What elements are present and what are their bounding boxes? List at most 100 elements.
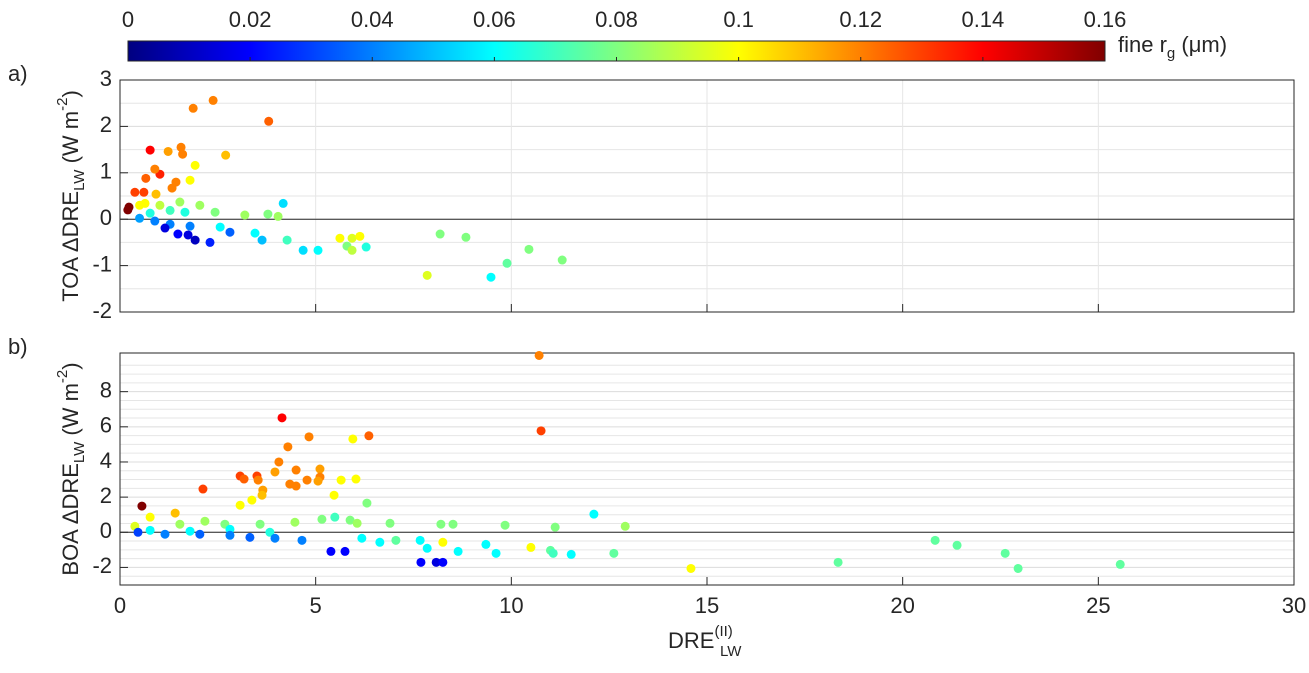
scatter-point bbox=[335, 233, 345, 243]
scatter-point bbox=[221, 150, 231, 160]
y-axis-label: BOA ΔDRELW (W m-2) bbox=[54, 362, 88, 575]
scatter-point bbox=[175, 197, 185, 207]
scatter-point bbox=[245, 532, 255, 542]
scatter-point bbox=[160, 223, 170, 233]
plot-frame bbox=[119, 352, 1295, 586]
scatter-point bbox=[302, 475, 312, 485]
label-unit: (W m bbox=[58, 383, 83, 442]
scatter-point bbox=[431, 557, 441, 567]
scatter-point bbox=[163, 146, 173, 156]
scatter-point bbox=[315, 464, 325, 474]
y-tick-label: -1 bbox=[92, 251, 112, 276]
scatter-point bbox=[205, 237, 215, 247]
scatter-point bbox=[135, 213, 145, 223]
scatter-point bbox=[270, 467, 280, 477]
scatter-point bbox=[415, 535, 425, 545]
scatter-point bbox=[145, 512, 155, 522]
x-tick-label: 15 bbox=[695, 593, 719, 618]
scatter-point bbox=[188, 103, 198, 113]
scatter-point bbox=[364, 431, 374, 441]
scatter-point bbox=[155, 200, 165, 210]
scatter-point bbox=[313, 476, 323, 486]
scatter-point bbox=[239, 474, 249, 484]
label-end: ) bbox=[58, 90, 83, 97]
scatter-point bbox=[183, 230, 193, 240]
label-sup: -2 bbox=[54, 98, 71, 111]
label-unit: (W m bbox=[58, 111, 83, 170]
scatter-point bbox=[195, 200, 205, 210]
y-tick-label: 8 bbox=[100, 377, 112, 402]
scatter-point bbox=[145, 525, 155, 535]
scatter-point bbox=[150, 164, 160, 174]
scatter-point bbox=[502, 258, 512, 268]
label-main: DRE bbox=[668, 628, 714, 653]
x-tick-label: 0 bbox=[114, 593, 126, 618]
scatter-point bbox=[185, 526, 195, 536]
colorbar-tick-label: 0.06 bbox=[473, 7, 516, 32]
scatter-point bbox=[620, 521, 630, 531]
scatter-point bbox=[362, 498, 372, 508]
x-tick-label: 20 bbox=[890, 593, 914, 618]
label-main: TOA ΔDRE bbox=[58, 191, 83, 302]
label-sub: LW bbox=[71, 169, 88, 191]
scatter-point bbox=[566, 549, 576, 559]
scatter-point bbox=[173, 229, 183, 239]
scatter-point bbox=[391, 535, 401, 545]
scatter-point bbox=[357, 533, 367, 543]
scatter-point bbox=[185, 221, 195, 231]
scatter-point bbox=[240, 210, 250, 220]
scatter-point bbox=[167, 183, 177, 193]
scatter-point bbox=[347, 233, 357, 243]
scatter-point bbox=[550, 522, 560, 532]
scatter-point bbox=[291, 465, 301, 475]
scatter-point bbox=[340, 546, 350, 556]
scatter-point bbox=[609, 548, 619, 558]
panel-label: b) bbox=[8, 334, 28, 359]
scatter-point bbox=[263, 209, 273, 219]
scatter-point bbox=[304, 432, 314, 442]
scatter-point bbox=[347, 245, 357, 255]
scatter-point bbox=[345, 515, 355, 525]
scatter-point bbox=[165, 205, 175, 215]
scatter-point bbox=[348, 434, 358, 444]
scatter-point bbox=[453, 546, 463, 556]
scatter-point bbox=[486, 272, 496, 282]
scatter-point bbox=[215, 222, 225, 232]
label-sup: -2 bbox=[54, 370, 71, 383]
scatter-point bbox=[557, 255, 567, 265]
x-tick-label: 5 bbox=[310, 593, 322, 618]
scatter-point bbox=[422, 543, 432, 553]
scatter-point bbox=[385, 518, 395, 528]
scatter-point bbox=[526, 542, 536, 552]
scatter-point bbox=[180, 207, 190, 217]
scatter-point bbox=[435, 229, 445, 239]
scatter-point bbox=[195, 529, 205, 539]
scatter-point bbox=[524, 244, 534, 254]
scatter-point bbox=[185, 175, 195, 185]
scatter-point bbox=[250, 228, 260, 238]
scatter-point bbox=[135, 200, 145, 210]
scatter-point bbox=[352, 518, 362, 528]
label-end: ) bbox=[58, 362, 83, 369]
colorbar-tick-label: 0.04 bbox=[351, 7, 394, 32]
scatter-point bbox=[422, 270, 432, 280]
colorbar-tick-label: 0.14 bbox=[961, 7, 1004, 32]
colorbar-label: fine rg (μm) bbox=[1118, 32, 1227, 62]
scatter-point bbox=[282, 235, 292, 245]
scatter-point bbox=[270, 533, 280, 543]
scatter-point bbox=[133, 527, 143, 537]
scatter-point bbox=[257, 490, 267, 500]
scatter-point bbox=[952, 540, 962, 550]
y-tick-label: 4 bbox=[100, 448, 112, 473]
scatter-point bbox=[253, 475, 263, 485]
colorbar-tick-label: 0.12 bbox=[839, 7, 882, 32]
y-tick-label: 1 bbox=[100, 159, 112, 184]
scatter-point bbox=[481, 539, 491, 549]
scatter-point bbox=[139, 187, 149, 197]
scatter-point bbox=[1000, 548, 1010, 558]
scatter-point bbox=[145, 145, 155, 155]
colorbar-tick-label: 0.02 bbox=[229, 7, 272, 32]
scatter-point bbox=[190, 235, 200, 245]
label-sub: LW bbox=[720, 643, 742, 660]
plot-frame bbox=[119, 79, 1295, 313]
